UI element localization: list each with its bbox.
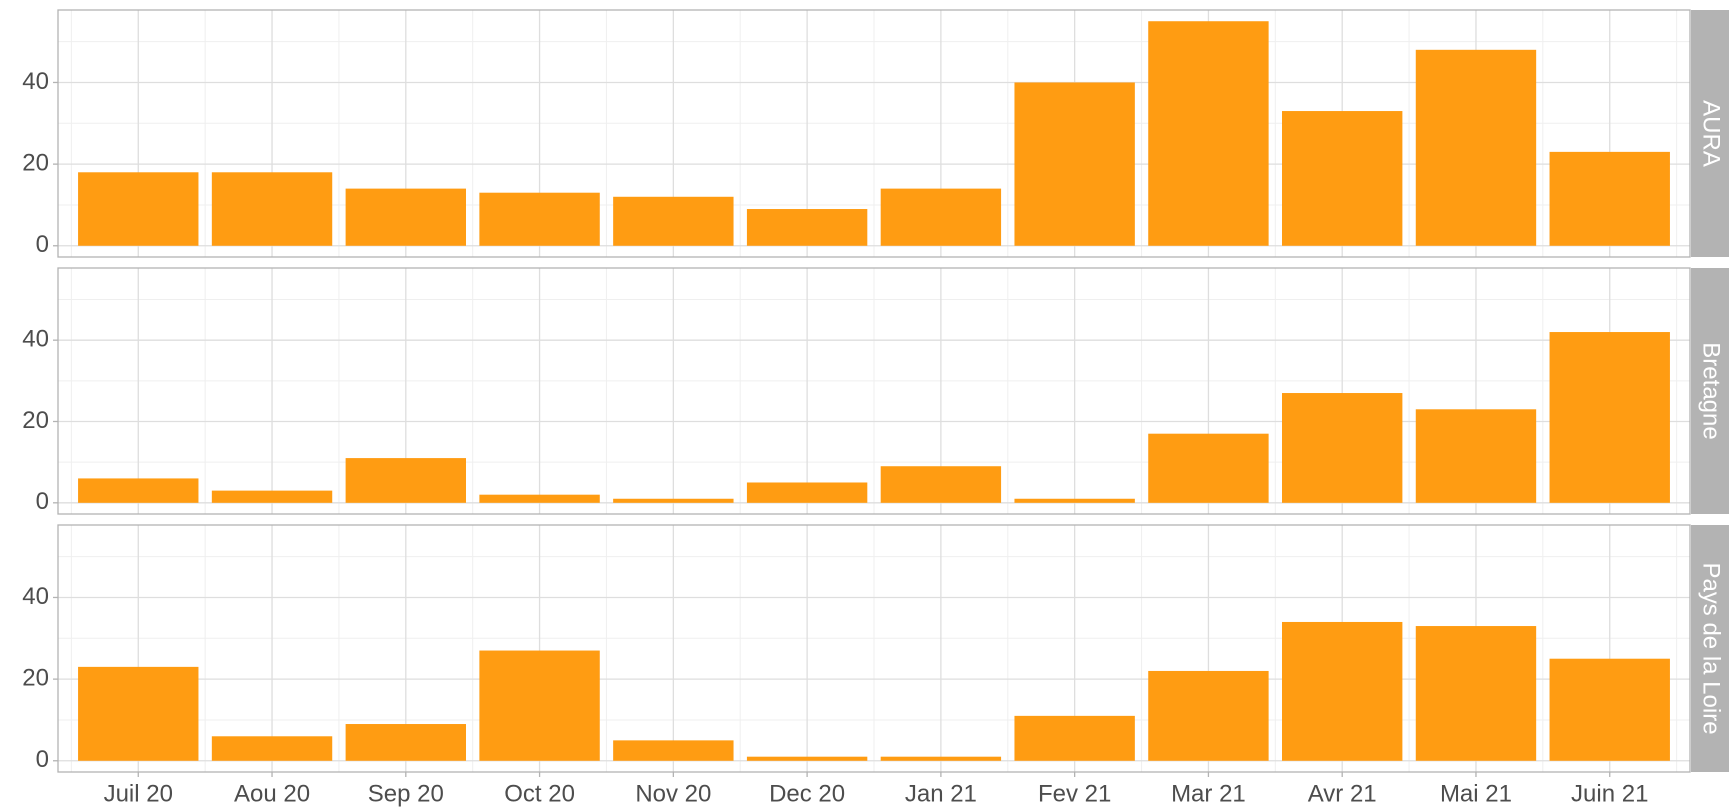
bar — [613, 498, 734, 503]
x-tick-label: Avr 21 — [1308, 780, 1377, 807]
panel-border — [57, 524, 1691, 773]
y-tick-label: 20 — [22, 664, 49, 691]
x-tick-label: Nov 20 — [635, 780, 711, 807]
y-tick-label: 20 — [22, 149, 49, 176]
facet-strip — [1691, 525, 1729, 772]
bar — [1014, 715, 1135, 761]
bar — [479, 192, 600, 246]
bar — [1549, 151, 1670, 246]
bar — [1282, 393, 1403, 503]
bar — [1415, 409, 1537, 503]
bar — [1148, 21, 1269, 246]
bar — [345, 724, 466, 761]
y-tick-label: 0 — [36, 231, 49, 258]
bar — [1282, 111, 1403, 246]
y-tick-label: 20 — [22, 407, 49, 434]
bar — [613, 740, 734, 761]
facet-strip — [1691, 10, 1729, 257]
x-tick-label: Mar 21 — [1171, 780, 1246, 807]
panel-border — [57, 9, 1691, 258]
bar — [746, 482, 868, 503]
bar — [78, 666, 199, 761]
bar — [1014, 498, 1135, 503]
x-tick-label: Aou 20 — [234, 780, 310, 807]
x-tick-label: Oct 20 — [504, 780, 575, 807]
bar — [880, 756, 1002, 761]
facet-label: AURA — [1698, 100, 1725, 167]
bar — [345, 458, 466, 503]
bar — [1282, 621, 1403, 761]
x-tick-label: Sep 20 — [368, 780, 444, 807]
x-tick-label: Juin 21 — [1571, 780, 1648, 807]
bar — [746, 756, 868, 761]
bar — [880, 188, 1002, 246]
bar — [1549, 332, 1670, 503]
bar — [479, 494, 600, 503]
bar — [78, 478, 199, 503]
facet-label: Pays de la Loire — [1698, 562, 1725, 734]
bar — [1014, 82, 1135, 246]
bar — [211, 172, 333, 246]
panel-border — [57, 267, 1691, 515]
facet-strip — [1691, 268, 1729, 514]
bar — [211, 736, 333, 761]
bar — [880, 466, 1002, 503]
x-tick-label: Juil 20 — [104, 780, 173, 807]
facet-label: Bretagne — [1698, 342, 1725, 439]
bar — [1415, 626, 1537, 761]
x-tick-label: Dec 20 — [769, 780, 845, 807]
y-tick-label: 0 — [36, 488, 49, 515]
bar — [1148, 670, 1269, 761]
y-tick-label: 40 — [22, 326, 49, 353]
bar — [211, 490, 333, 503]
bar — [746, 209, 868, 246]
bar — [78, 172, 199, 246]
bar — [613, 196, 734, 246]
bar — [479, 650, 600, 761]
bar — [1549, 658, 1670, 761]
bar — [345, 188, 466, 246]
y-tick-label: 40 — [22, 68, 49, 95]
bar — [1415, 49, 1537, 246]
x-tick-label: Jan 21 — [905, 780, 977, 807]
y-tick-label: 40 — [22, 583, 49, 610]
bar — [1148, 433, 1269, 503]
x-tick-label: Mai 21 — [1440, 780, 1512, 807]
y-tick-label: 0 — [36, 746, 49, 773]
x-tick-label: Fev 21 — [1038, 780, 1111, 807]
